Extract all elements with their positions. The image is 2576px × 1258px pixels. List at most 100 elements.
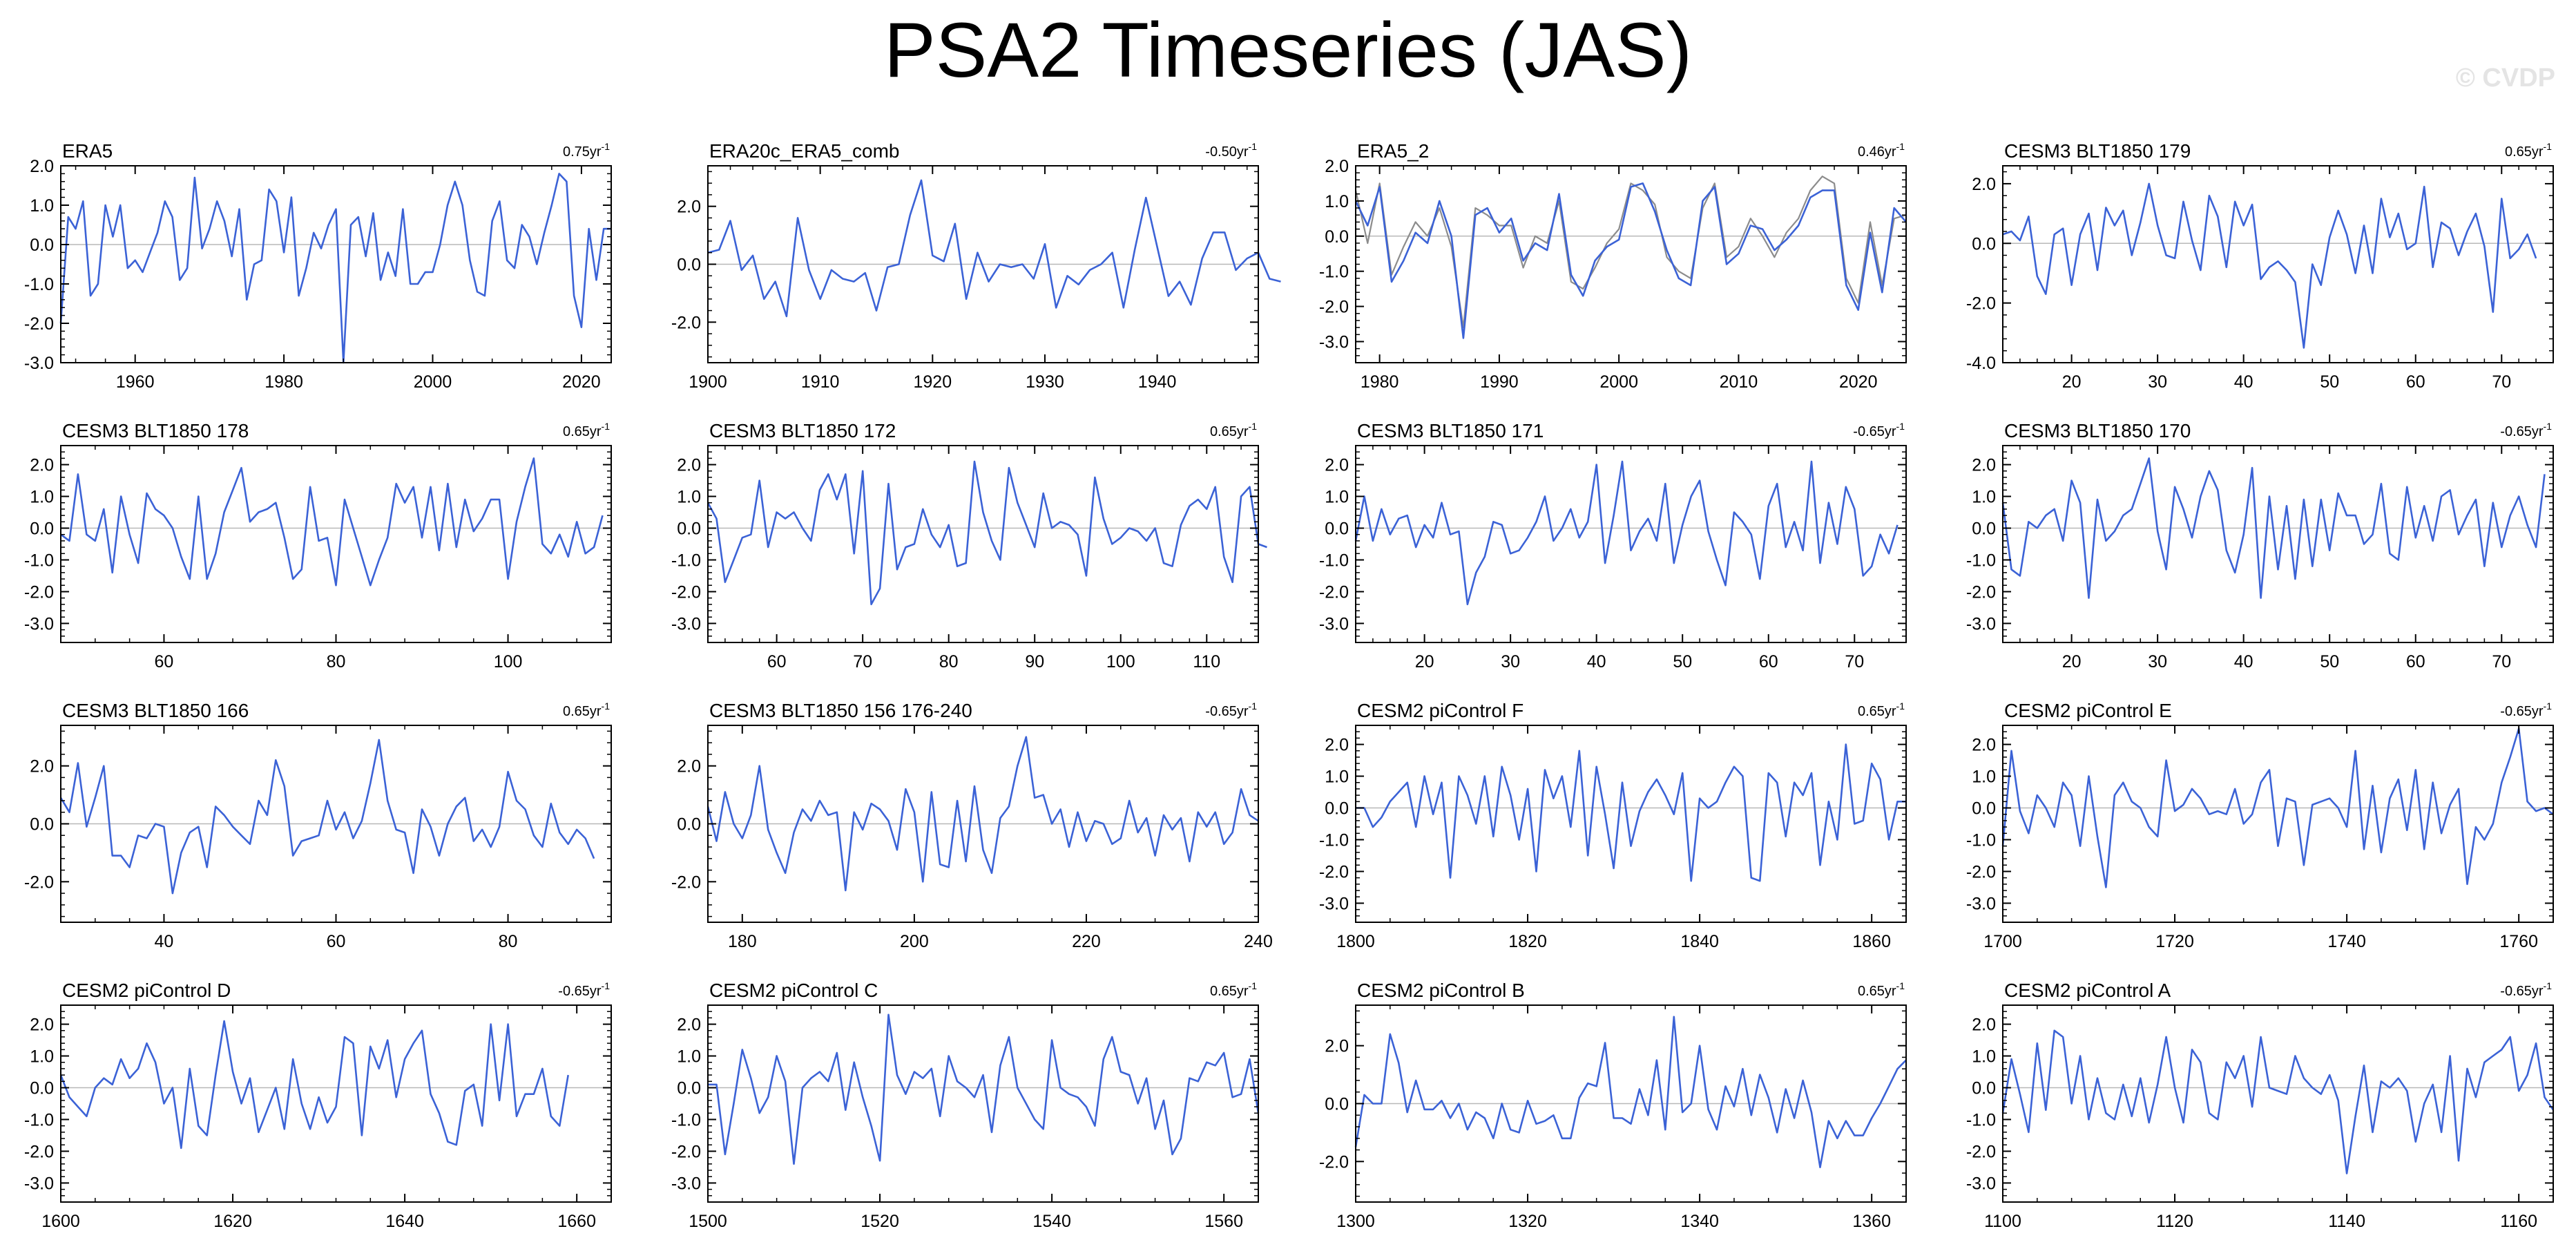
trend-exponent: -1 (602, 141, 611, 152)
x-tick-label: 1800 (1336, 932, 1375, 951)
panel-14: 2.0 1.0 0.0 -1.0 -2.0 -3.0 1500 1520 1540 1560 CES… (671, 980, 1260, 1231)
trend-exponent: -1 (1249, 980, 1258, 991)
x-tick-label: 1900 (689, 372, 727, 392)
series-line-1 (2001, 727, 2554, 888)
x-tick-label: 1840 (1680, 932, 1719, 951)
y-tick-label: 2.0 (677, 198, 701, 217)
x-tick-label: 30 (2148, 652, 2167, 671)
x-tick-label: 20 (1415, 652, 1434, 671)
y-tick-label: -4.0 (1966, 354, 1996, 373)
y-tick-label: 0.0 (30, 520, 54, 539)
y-tick-label: -2.0 (1966, 862, 1996, 881)
panel-8: 2.0 1.0 0.0 -1.0 -2.0 -3.0 20 30 40 50 60 70 CESM3 B… (1966, 420, 2554, 671)
x-tick-label: 80 (939, 652, 959, 671)
panel-title: ERA5_2 (1357, 140, 1429, 162)
series-line-1 (2001, 457, 2546, 599)
x-tick-label: 40 (155, 932, 174, 951)
trend-label: -0.65yr-1 (1205, 701, 1257, 719)
y-tick-label: -2.0 (24, 314, 54, 334)
x-tick-label: 30 (1501, 652, 1520, 671)
x-tick-label: 1980 (265, 372, 303, 392)
x-tick-label: 1720 (2155, 932, 2194, 951)
x-tick-label: 1540 (1032, 1212, 1071, 1231)
panel-title: CESM2 piControl B (1357, 980, 1525, 1001)
x-tick-label: 70 (2492, 652, 2511, 671)
trend-label: 0.75yr-1 (563, 141, 610, 160)
panel-title: CESM2 piControl C (709, 980, 878, 1001)
y-tick-label: 1.0 (677, 488, 701, 507)
x-tick-label: 1520 (861, 1212, 899, 1231)
x-tick-label: 1700 (1983, 932, 2022, 951)
y-tick-label: -1.0 (671, 1110, 701, 1130)
y-tick-label: -1.0 (1319, 830, 1349, 850)
y-tick-label: 0.0 (677, 520, 701, 539)
series-line-1 (1354, 1016, 1907, 1168)
x-tick-label: 1930 (1026, 372, 1064, 392)
panel-title: CESM3 BLT1850 156 176-240 (709, 700, 972, 721)
panel-title: CESM3 BLT1850 178 (62, 420, 249, 441)
y-tick-label: 2.0 (1972, 736, 1996, 755)
y-tick-label: -2.0 (1966, 582, 1996, 602)
series-line-1 (2002, 182, 2537, 349)
series-line-1 (1356, 743, 1906, 882)
y-tick-label: -2.0 (1319, 862, 1349, 881)
x-tick-label: 1600 (41, 1212, 80, 1231)
y-tick-label: -3.0 (671, 1174, 701, 1193)
panel-2: 2.0 0.0 -2.0 1900 1910 1920 1930 1940 ERA20c_ERA… (671, 140, 1281, 392)
y-tick-label: 1.0 (1325, 488, 1349, 507)
y-tick-label: -2.0 (671, 313, 701, 332)
y-tick-label: 2.0 (677, 757, 701, 776)
y-tick-label: -3.0 (24, 614, 54, 633)
x-tick-label: 100 (494, 652, 523, 671)
x-tick-label: 200 (900, 932, 929, 951)
y-tick-label: 0.0 (1972, 1079, 1996, 1098)
x-tick-label: 80 (499, 932, 518, 951)
panel-title: CESM3 BLT1850 166 (62, 700, 249, 721)
x-tick-label: 60 (2406, 652, 2425, 671)
x-tick-label: 90 (1025, 652, 1044, 671)
y-tick-label: -2.0 (671, 582, 701, 602)
x-tick-label: 60 (2406, 372, 2425, 392)
x-tick-label: 60 (155, 652, 174, 671)
trend-exponent: -1 (2544, 701, 2553, 712)
trend-label: -0.65yr-1 (2500, 421, 2552, 439)
y-tick-label: -1.0 (1966, 1110, 1996, 1130)
plot-frame (2002, 445, 2554, 643)
y-tick-label: -1.0 (24, 275, 54, 294)
cvdp-watermark: © CVDP (2455, 64, 2555, 93)
trend-exponent: -1 (602, 980, 611, 991)
panel-title: CESM2 piControl E (2004, 700, 2172, 721)
y-tick-label: -1.0 (24, 1110, 54, 1130)
y-tick-label: 0.0 (1325, 1095, 1349, 1114)
y-tick-label: -1.0 (1966, 830, 1996, 850)
series-line-1 (1354, 182, 1907, 339)
x-tick-label: 1120 (2156, 1212, 2193, 1231)
y-tick-label: 0.0 (1972, 234, 1996, 254)
y-tick-label: 1.0 (677, 1047, 701, 1067)
y-tick-label: 2.0 (1325, 157, 1349, 176)
panel-12: 2.0 1.0 0.0 -1.0 -2.0 -3.0 1700 1720 1740 1760 CES… (1966, 700, 2554, 951)
x-tick-label: 2000 (1599, 372, 1638, 392)
series-line-1 (60, 457, 604, 587)
y-tick-label: -2.0 (1966, 1142, 1996, 1161)
y-tick-label: -1.0 (671, 551, 701, 570)
x-tick-label: 1820 (1508, 932, 1547, 951)
trend-label: 0.65yr-1 (1858, 701, 1905, 719)
trend-exponent: -1 (2544, 141, 2553, 152)
y-tick-label: -2.0 (671, 1142, 701, 1161)
x-tick-label: 2020 (562, 372, 601, 392)
panel-9: 2.0 0.0 -2.0 40 60 80 CESM3 BLT1850 166 0.65yr-… (24, 700, 612, 951)
y-tick-label: 2.0 (1972, 1016, 1996, 1035)
y-tick-label: -2.0 (671, 873, 701, 892)
panel-title: ERA5 (62, 140, 113, 162)
y-tick-label: 0.0 (30, 815, 54, 835)
y-tick-label: 2.0 (677, 1016, 701, 1035)
y-tick-label: 2.0 (1325, 1037, 1349, 1056)
trend-exponent: -1 (1896, 980, 1905, 991)
trend-label: 0.46yr-1 (1858, 141, 1905, 160)
x-tick-label: 80 (327, 652, 346, 671)
x-tick-label: 240 (1244, 932, 1273, 951)
plot-frame (60, 165, 612, 363)
x-tick-label: 1620 (213, 1212, 252, 1231)
x-tick-label: 1500 (689, 1212, 727, 1231)
